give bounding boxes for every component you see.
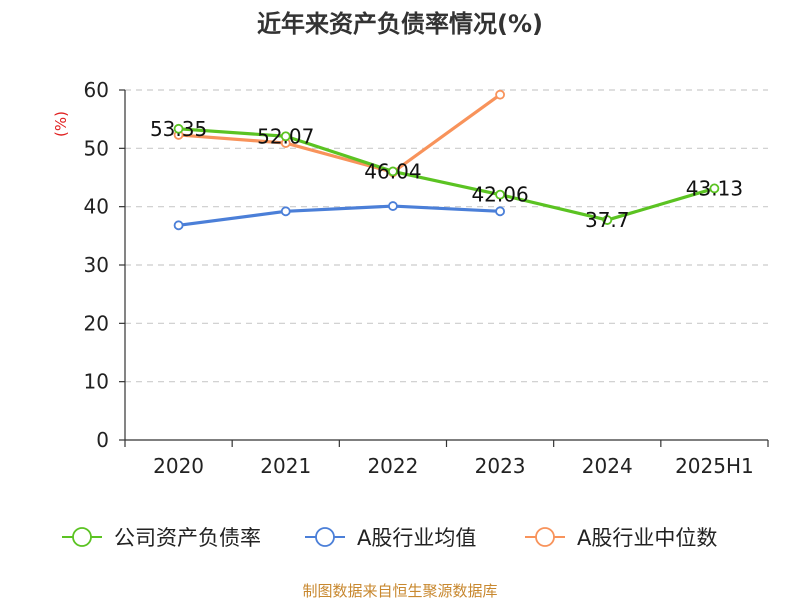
series-line bbox=[178, 204, 501, 227]
legend-label: A股行业均值 bbox=[357, 526, 476, 550]
legend-marker bbox=[72, 527, 92, 547]
x-tick-label: 2024 bbox=[582, 454, 633, 478]
y-tick-label: 0 bbox=[96, 428, 109, 452]
data-point bbox=[388, 166, 398, 177]
x-tick-label: 2021 bbox=[260, 454, 311, 478]
data-point bbox=[173, 123, 184, 134]
legend-item: A股行业中位数 bbox=[525, 526, 717, 550]
data-point bbox=[495, 206, 505, 217]
y-tick-label: 20 bbox=[84, 311, 109, 335]
x-tick-labels: 2020 2021 2022 2023 2024 2025H1 bbox=[153, 454, 754, 478]
y-tick-labels: 0 10 20 30 40 50 60 bbox=[84, 78, 109, 452]
data-label: 37.7 bbox=[585, 208, 630, 232]
data-point bbox=[280, 131, 291, 142]
legend-item: A股行业均值 bbox=[305, 526, 476, 550]
data-label: 46.04 bbox=[364, 159, 421, 183]
y-tick-label: 60 bbox=[84, 78, 109, 102]
data-point bbox=[280, 206, 291, 217]
axes bbox=[119, 89, 769, 447]
legend-item: 公司资产负债率 bbox=[62, 526, 261, 550]
y-tick-label: 10 bbox=[84, 370, 109, 394]
data-labels: 53.35 52.07 46.04 42.06 37.7 43.13 bbox=[150, 117, 743, 232]
legend-label: 公司资产负债率 bbox=[114, 526, 261, 550]
data-label: 42.06 bbox=[471, 183, 528, 207]
legend-marker bbox=[315, 527, 335, 547]
series-blue bbox=[173, 201, 505, 231]
x-tick-label: 2020 bbox=[153, 454, 204, 478]
data-point bbox=[388, 201, 398, 211]
x-tick-label: 2022 bbox=[367, 454, 418, 478]
y-tick-label: 30 bbox=[84, 253, 109, 277]
data-label: 52.07 bbox=[257, 124, 314, 148]
legend: 公司资产负债率 A股行业均值 A股行业中位数 bbox=[62, 526, 717, 550]
series-line bbox=[178, 93, 502, 174]
data-point bbox=[602, 215, 613, 225]
series-group bbox=[173, 89, 720, 231]
data-point bbox=[495, 89, 505, 100]
source-footer: 制图数据来自恒生聚源数据库 bbox=[302, 582, 497, 600]
chart-title: 近年来资产负债率情况(%) bbox=[257, 10, 543, 38]
legend-label: A股行业中位数 bbox=[577, 526, 717, 550]
data-point bbox=[709, 183, 720, 194]
series-line bbox=[178, 127, 715, 222]
data-label: 53.35 bbox=[150, 117, 207, 141]
y-tick-label: 50 bbox=[84, 136, 109, 160]
y-axis-label: (%) bbox=[52, 111, 70, 137]
data-point bbox=[495, 189, 505, 200]
y-tick-label: 40 bbox=[84, 195, 109, 219]
grid-lines bbox=[125, 89, 768, 383]
legend-marker bbox=[535, 527, 555, 547]
series-green bbox=[173, 123, 720, 225]
x-tick-label: 2025H1 bbox=[675, 454, 754, 478]
data-label: 43.13 bbox=[686, 176, 743, 200]
x-tick-label: 2023 bbox=[475, 454, 526, 478]
data-point bbox=[173, 220, 184, 231]
